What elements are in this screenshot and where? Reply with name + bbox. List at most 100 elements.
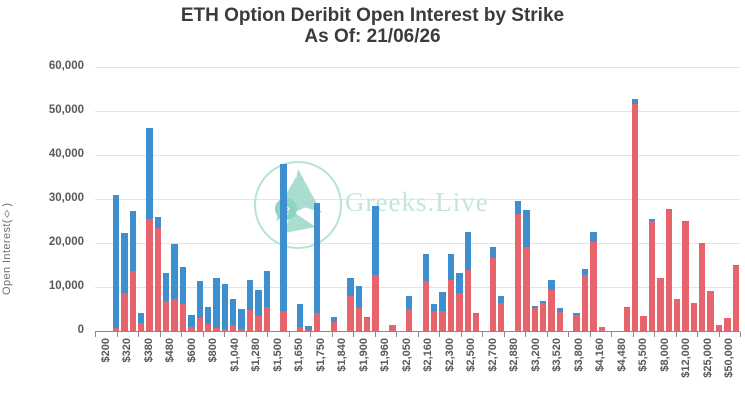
bar <box>665 67 672 331</box>
bar-blue-segment <box>682 221 689 222</box>
bar-red-segment <box>539 303 547 331</box>
x-tick-label: $1,840 <box>336 338 349 372</box>
bar-red-segment <box>715 325 723 331</box>
bar <box>112 67 120 331</box>
bar-blue-segment <box>355 286 362 309</box>
bar <box>230 67 237 331</box>
bar <box>381 67 387 331</box>
bar <box>699 67 706 331</box>
x-tick-label: $12,000 <box>680 338 693 378</box>
x-axis-tick <box>374 332 376 337</box>
bar <box>297 67 304 331</box>
bar-blue-segment <box>456 272 463 293</box>
bar-red-segment <box>204 323 212 331</box>
bar-blue-segment <box>548 279 555 291</box>
bar-blue-segment <box>188 315 195 327</box>
bar <box>732 67 739 331</box>
bar-blue-segment <box>137 313 145 324</box>
x-tick-label: $5,500 <box>637 338 650 372</box>
bar-blue-segment <box>163 272 170 302</box>
bar <box>598 67 605 331</box>
x-axis-tick <box>482 332 483 337</box>
bar <box>539 67 547 331</box>
bar-blue-segment <box>439 291 446 311</box>
bar-red-segment <box>573 315 580 331</box>
bar-blue-segment <box>422 254 429 281</box>
bar-red-segment <box>121 292 128 331</box>
bar-red-segment <box>489 258 496 331</box>
bar-red-segment <box>221 328 228 331</box>
bar <box>640 67 647 331</box>
bar <box>431 67 438 331</box>
bar-blue-segment <box>372 206 379 276</box>
bar <box>506 67 512 331</box>
bar-red-segment <box>581 274 589 331</box>
bar-blue-segment <box>280 163 287 312</box>
bar-red-segment <box>439 310 446 331</box>
bar-red-segment <box>690 302 697 331</box>
bar-blue-segment <box>305 325 312 330</box>
chart-title: ETH Option Deribit Open Interest by Stri… <box>0 5 745 47</box>
x-tick-label: $4,480 <box>615 338 628 372</box>
bar-blue-segment <box>590 231 597 242</box>
bar <box>414 67 420 331</box>
bar <box>305 67 312 331</box>
bar-red-segment <box>163 301 170 331</box>
bar <box>163 67 170 331</box>
x-axis-tick <box>138 332 139 337</box>
bar <box>682 67 689 331</box>
bar-blue-segment <box>431 303 438 312</box>
bar-red-segment <box>188 326 195 331</box>
chart-title-line1: ETH Option Deribit Open Interest by Stri… <box>180 5 565 26</box>
x-tick-label: $50,000 <box>723 338 736 378</box>
bar-red-segment <box>230 324 237 331</box>
y-tick-label: 0 <box>77 324 84 336</box>
gridline <box>95 287 740 288</box>
x-tick-label: $2,700 <box>486 338 499 372</box>
y-tick-label: 60,000 <box>48 60 84 72</box>
bar-blue-segment <box>581 268 589 275</box>
chart-title-line2: As Of: 21/06/26 <box>304 26 441 47</box>
bar-blue-segment <box>112 194 120 328</box>
bar-blue-segment <box>523 209 530 247</box>
x-axis-tick <box>224 332 225 337</box>
x-axis-tick <box>568 332 569 337</box>
bar-red-segment <box>531 307 538 331</box>
bar <box>398 67 404 331</box>
bar <box>481 67 487 331</box>
bar-blue-segment <box>238 309 245 330</box>
bar-red-segment <box>590 241 597 331</box>
bar <box>607 67 613 331</box>
bar-red-segment <box>464 270 471 331</box>
bar-red-segment <box>246 309 254 331</box>
x-tick-label: $1,280 <box>250 338 263 372</box>
bar-red-segment <box>456 292 463 331</box>
bar <box>255 67 262 331</box>
bar-red-segment <box>682 221 689 331</box>
x-axis-tick <box>589 332 591 337</box>
bar <box>121 67 128 331</box>
bar <box>439 67 446 331</box>
bar-red-segment <box>707 290 714 331</box>
bar <box>405 67 413 331</box>
bar <box>289 67 295 331</box>
bar <box>632 67 639 331</box>
x-axis-tick <box>546 332 548 337</box>
x-axis-tick <box>740 332 741 337</box>
bar-blue-segment <box>246 279 254 310</box>
bar-red-segment <box>632 103 639 331</box>
bar <box>347 67 354 331</box>
x-tick-label: $2,880 <box>508 338 521 372</box>
bar-red-segment <box>347 295 354 331</box>
x-tick-label: $1,040 <box>228 338 241 372</box>
bar-blue-segment <box>472 313 480 315</box>
bar-red-segment <box>196 318 203 331</box>
bar-blue-segment <box>464 232 471 271</box>
bar <box>707 67 714 331</box>
bar-blue-segment <box>121 232 128 293</box>
x-axis-tick <box>417 332 419 337</box>
bar <box>171 67 178 331</box>
bar-blue-segment <box>447 254 455 280</box>
x-tick-label: $200 <box>99 338 112 363</box>
bar-red-segment <box>154 228 161 331</box>
